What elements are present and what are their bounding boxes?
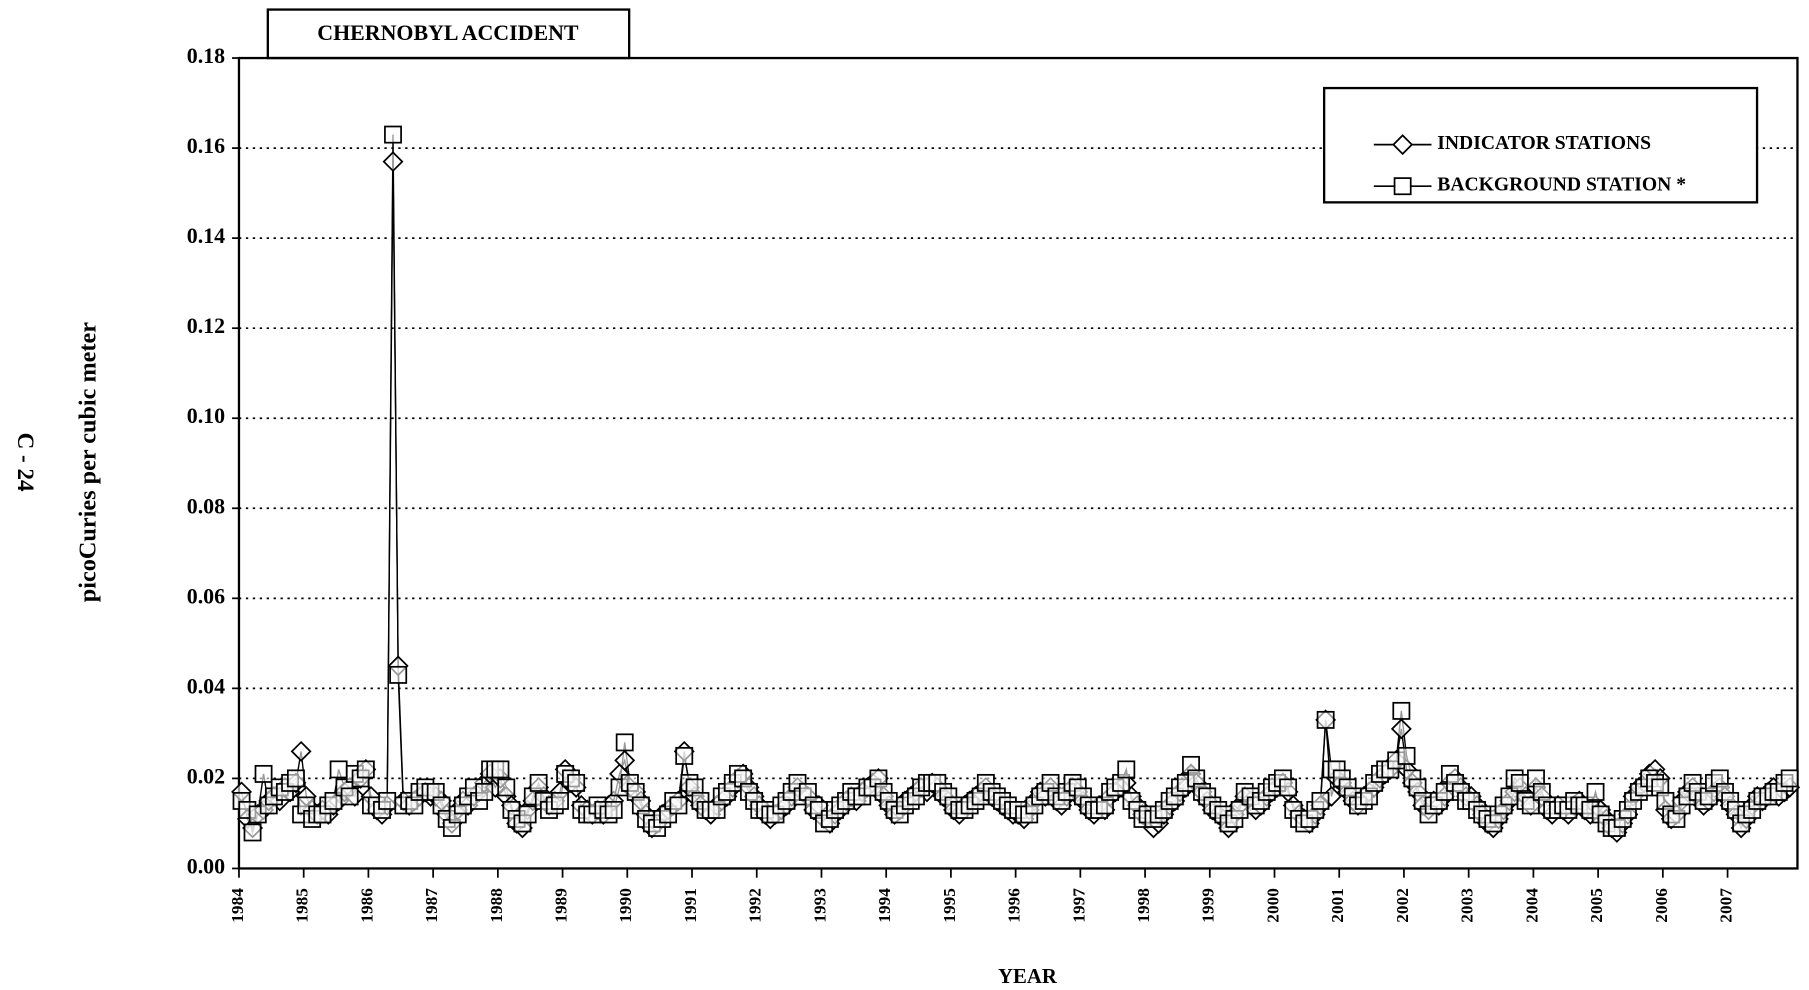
data-point — [286, 769, 305, 788]
data-point — [1392, 701, 1411, 720]
x-tick-label: 1985 — [293, 888, 312, 923]
data-point — [518, 805, 537, 824]
data-point — [1780, 769, 1799, 788]
data-point — [1586, 782, 1605, 801]
x-tick-label: 2001 — [1328, 888, 1347, 923]
x-axis-title: YEAR — [998, 965, 1058, 988]
y-tick-label: 0.00 — [187, 853, 225, 878]
x-tick-label: 1997 — [1069, 888, 1088, 923]
data-point — [1316, 710, 1335, 729]
data-point — [614, 749, 636, 771]
x-tick-label: 1984 — [228, 888, 247, 923]
data-point — [384, 125, 402, 144]
y-tick-label: 0.18 — [187, 43, 225, 68]
y-axis-title: picoCuries per cubic meter — [75, 322, 102, 602]
data-point — [290, 740, 312, 762]
series-line — [240, 134, 1791, 836]
annotation: CHERNOBYL ACCIDENT — [317, 20, 579, 45]
data-point — [529, 773, 548, 792]
legend-label: BACKGROUND STATION * — [1437, 175, 1686, 196]
y-tick-label: 0.16 — [187, 133, 225, 158]
data-point — [329, 760, 348, 779]
data-point — [669, 796, 688, 815]
x-tick-label: 1991 — [681, 888, 700, 923]
data-point — [1311, 791, 1330, 810]
page-label: C - 24 — [13, 433, 39, 492]
x-tick-label: 1986 — [357, 888, 376, 923]
x-tick-label: 2006 — [1652, 888, 1671, 923]
data-point — [378, 791, 397, 810]
data-point — [615, 733, 634, 752]
data-point — [382, 151, 404, 173]
x-tick-label: 2004 — [1522, 888, 1541, 923]
legend-marker — [1392, 134, 1414, 156]
x-tick-label: 1999 — [1199, 888, 1218, 923]
y-tick-label: 0.02 — [187, 763, 225, 788]
x-tick-label: 1992 — [746, 888, 765, 923]
x-tick-label: 1989 — [552, 888, 571, 923]
x-tick-label: 2005 — [1587, 888, 1606, 923]
x-tick-label: 1993 — [810, 888, 829, 923]
legend-marker — [1393, 177, 1412, 196]
data-point — [1397, 746, 1416, 765]
legend-label: INDICATOR STATIONS — [1437, 133, 1651, 154]
data-point — [475, 782, 494, 801]
data-point — [243, 823, 262, 842]
plot-frame — [237, 56, 1799, 870]
x-tick-label: 1998 — [1134, 888, 1153, 923]
x-tick-label: 1996 — [1005, 888, 1024, 923]
y-tick-label: 0.12 — [187, 313, 225, 338]
x-tick-label: 2003 — [1458, 888, 1477, 923]
data-point — [567, 773, 586, 792]
data-point — [1117, 760, 1136, 779]
data-point — [604, 800, 623, 819]
x-tick-label: 1994 — [875, 888, 894, 923]
x-tick-label: 2000 — [1263, 888, 1282, 923]
data-point — [254, 764, 273, 783]
y-tick-label: 0.10 — [187, 403, 225, 428]
data-point — [675, 746, 694, 765]
x-tick-label: 2002 — [1393, 888, 1412, 923]
x-tick-label: 1987 — [422, 888, 441, 923]
annotation-box — [266, 8, 631, 60]
data-point — [1510, 773, 1529, 792]
data-point — [389, 665, 408, 684]
y-tick-label: 0.14 — [187, 223, 225, 248]
data-point — [340, 787, 359, 806]
data-point — [356, 760, 375, 779]
x-tick-label: 1995 — [940, 888, 959, 923]
data-point — [491, 760, 510, 779]
data-point — [1279, 778, 1298, 797]
data-point — [497, 778, 516, 797]
y-tick-label: 0.04 — [187, 673, 225, 698]
data-point — [1390, 718, 1412, 740]
data-point — [551, 791, 569, 810]
series-line — [240, 161, 1791, 834]
y-tick-label: 0.06 — [187, 583, 225, 608]
x-tick-label: 2007 — [1717, 888, 1736, 923]
x-tick-label: 1988 — [487, 888, 506, 923]
x-tick-label: 1990 — [616, 888, 635, 923]
y-tick-label: 0.08 — [187, 493, 225, 518]
